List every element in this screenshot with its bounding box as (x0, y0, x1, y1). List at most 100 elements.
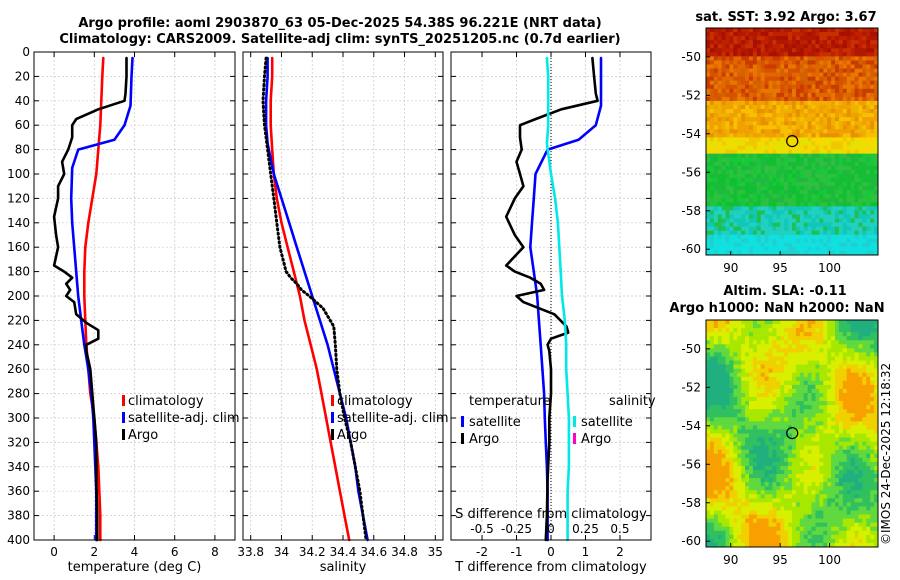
map-cell (749, 242, 754, 248)
map-cell (749, 368, 754, 374)
map-cell (725, 137, 730, 142)
map-cell (874, 169, 879, 175)
map-cell (862, 368, 867, 374)
map-cell (799, 409, 805, 414)
map-cell (706, 238, 711, 244)
map-cell (831, 48, 836, 53)
map-cell (838, 92, 844, 98)
map-cell (846, 461, 852, 467)
map-cell (854, 182, 859, 187)
map-cell (780, 453, 785, 459)
map-cell (803, 198, 809, 203)
map-cell (729, 182, 734, 187)
map-cell (741, 518, 746, 524)
map-cell (835, 117, 840, 122)
map-cell (815, 510, 820, 516)
map-cell (838, 36, 844, 41)
map-cell (854, 109, 859, 114)
map-cell (842, 457, 848, 463)
map-cell (725, 177, 730, 183)
map-cell (874, 36, 879, 41)
map-cell (725, 320, 730, 325)
map-cell (862, 474, 867, 479)
map-cell (709, 165, 715, 171)
map-cell (870, 348, 875, 353)
map-cell (799, 218, 805, 224)
map-cell (776, 121, 781, 126)
map-cell (874, 498, 879, 503)
map-cell (858, 186, 863, 191)
map-cell (827, 246, 832, 252)
map-cell (768, 117, 773, 122)
map-cell (799, 356, 805, 362)
map-cell (756, 324, 762, 329)
map-cell (819, 506, 824, 512)
map-cell (803, 92, 809, 98)
x-tick-label: 34 (274, 545, 289, 559)
map-cell (741, 397, 746, 402)
map-cell (749, 372, 754, 378)
map-cell (745, 64, 750, 70)
map-cell (795, 173, 801, 179)
map-cell (795, 368, 801, 374)
map-cell (792, 105, 797, 110)
map-cell (733, 506, 738, 512)
map-cell (807, 222, 813, 228)
map-cell (760, 202, 766, 207)
map-cell (717, 490, 723, 495)
map-cell (772, 397, 777, 402)
map-cell (823, 173, 828, 179)
map-cell (752, 392, 758, 398)
map-cell (858, 246, 863, 252)
map-cell (823, 433, 828, 439)
map-cell (729, 153, 734, 159)
map-cell (749, 226, 754, 232)
map-cell (709, 502, 715, 507)
map-cell (780, 206, 785, 211)
map-cell (831, 376, 836, 382)
map-cell (760, 109, 766, 114)
map-cell (838, 397, 844, 402)
map-cell (768, 52, 773, 57)
map-cell (717, 186, 723, 191)
map-cell (866, 96, 871, 102)
map-cell (729, 368, 734, 374)
map-cell (827, 324, 832, 329)
map-cell (741, 502, 746, 507)
map-cell (874, 161, 879, 167)
map-cell (713, 36, 719, 41)
map-cell (807, 457, 813, 463)
map-cell (850, 352, 856, 357)
map-cell (874, 380, 879, 386)
map-cell (854, 368, 859, 374)
map-cell (784, 145, 789, 151)
map-cell (729, 482, 734, 487)
map-cell (741, 401, 746, 406)
map-cell (768, 56, 773, 61)
map-cell (815, 60, 820, 65)
map-cell (749, 198, 754, 203)
map-cell (784, 202, 789, 207)
map-cell (729, 218, 734, 224)
map-cell (784, 242, 789, 248)
map-cell (792, 88, 797, 94)
map-cell (827, 230, 832, 236)
map-cell (799, 222, 805, 228)
map-cell (858, 413, 863, 418)
map-cell (850, 214, 856, 220)
map-cell (823, 465, 828, 471)
map-cell (815, 121, 820, 126)
map-cell (760, 198, 766, 203)
map-cell (838, 332, 844, 337)
map-cell (772, 392, 777, 398)
map-cell (725, 518, 730, 524)
map-cell (768, 214, 773, 220)
map-cell (823, 92, 828, 98)
map-cell (741, 510, 746, 516)
map-cell (854, 348, 859, 353)
map-cell (803, 409, 809, 414)
map-cell (823, 421, 828, 426)
map-cell (838, 250, 844, 256)
map-cell (819, 405, 824, 410)
map-cell (842, 348, 848, 353)
